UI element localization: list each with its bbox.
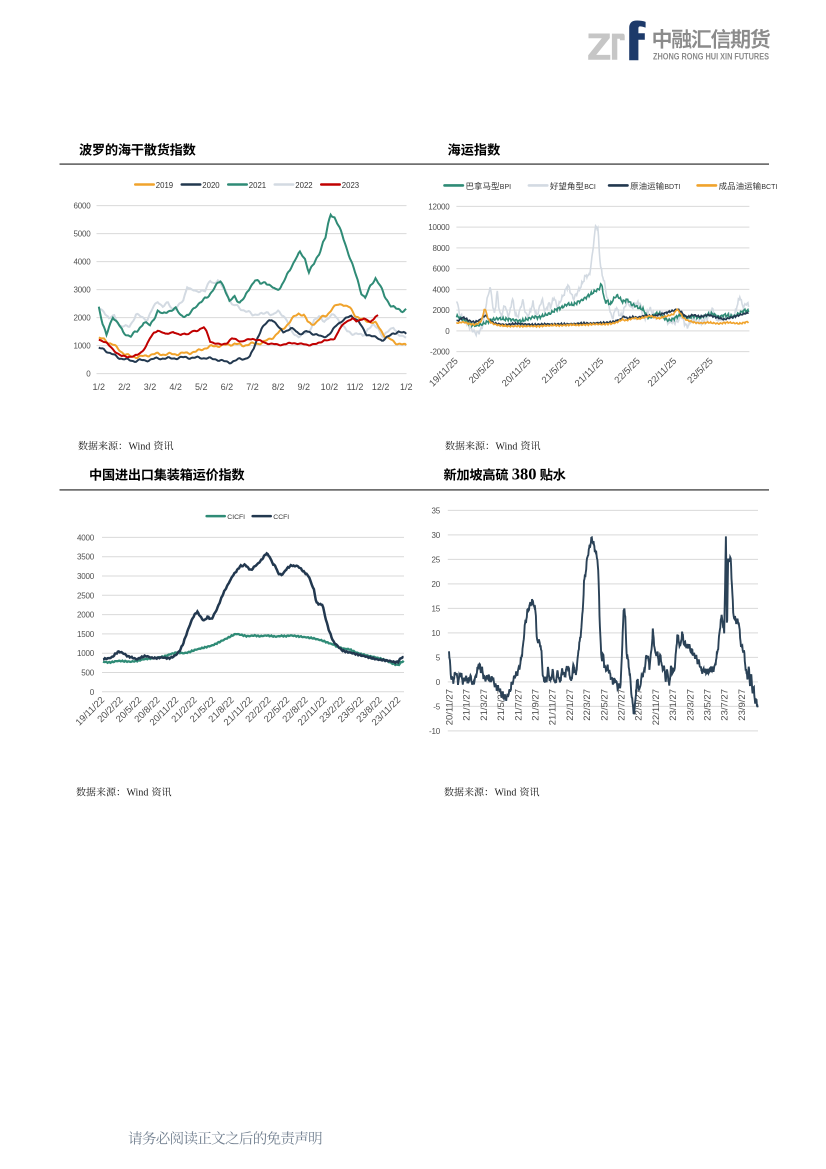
svg-text:380: 380 (512, 465, 537, 484)
svg-text:2023: 2023 (342, 181, 359, 190)
svg-text:5000: 5000 (74, 230, 92, 239)
svg-text:20/5/25: 20/5/25 (467, 356, 497, 386)
svg-text:1500: 1500 (77, 630, 95, 639)
svg-text:1/2: 1/2 (93, 382, 106, 392)
svg-text:22/7/27: 22/7/27 (617, 689, 628, 721)
svg-text:22/5/25: 22/5/25 (613, 356, 643, 386)
svg-text:21/5/25: 21/5/25 (540, 356, 570, 386)
svg-text:22/1/27: 22/1/27 (565, 689, 576, 721)
svg-text:10000: 10000 (428, 223, 450, 232)
svg-text:5: 5 (436, 653, 441, 662)
svg-text:6000: 6000 (433, 265, 451, 274)
svg-text:23/5/25: 23/5/25 (685, 356, 715, 386)
svg-text:7/2: 7/2 (246, 382, 259, 392)
svg-text:4000: 4000 (74, 258, 92, 267)
svg-text:11/2: 11/2 (347, 382, 364, 392)
svg-text:1000: 1000 (74, 342, 92, 351)
svg-text:4000: 4000 (433, 285, 451, 294)
svg-text:-2000: -2000 (430, 348, 450, 357)
svg-text:6000: 6000 (74, 202, 92, 211)
svg-text:2500: 2500 (77, 591, 95, 600)
svg-text:BCTI: BCTI (761, 184, 777, 191)
svg-text:23/3/27: 23/3/27 (685, 689, 696, 721)
svg-text:BCI: BCI (584, 184, 596, 191)
svg-text:23/9/27: 23/9/27 (737, 689, 748, 721)
svg-text:1000: 1000 (77, 649, 95, 658)
svg-text:21/3/27: 21/3/27 (479, 689, 490, 721)
svg-text:22/11/27: 22/11/27 (651, 689, 662, 725)
svg-text:2021: 2021 (249, 181, 266, 190)
svg-text:3000: 3000 (77, 572, 95, 581)
svg-text:2022: 2022 (295, 181, 312, 190)
svg-text:23/5/27: 23/5/27 (703, 689, 714, 721)
svg-text:-10: -10 (429, 727, 441, 736)
svg-text:23/7/27: 23/7/27 (720, 689, 731, 721)
svg-text:6/2: 6/2 (221, 382, 234, 392)
svg-text:12/2: 12/2 (372, 382, 390, 392)
svg-text:30: 30 (432, 531, 441, 540)
svg-text:0: 0 (436, 678, 441, 687)
svg-text:0: 0 (90, 688, 95, 697)
svg-text:22/3/27: 22/3/27 (582, 689, 593, 721)
svg-text:0: 0 (445, 327, 450, 336)
svg-text:19/11/25: 19/11/25 (427, 356, 460, 389)
svg-text:2000: 2000 (77, 611, 95, 620)
svg-text:21/11/25: 21/11/25 (573, 356, 606, 389)
svg-text:4/2: 4/2 (169, 382, 182, 392)
svg-text:22/11/25: 22/11/25 (646, 356, 679, 389)
svg-text:BPI: BPI (500, 184, 511, 191)
svg-text:15: 15 (432, 604, 441, 613)
svg-text:20: 20 (432, 580, 441, 589)
svg-text:500: 500 (81, 669, 94, 678)
svg-text:21/5/27: 21/5/27 (496, 689, 507, 721)
svg-text:22/9/27: 22/9/27 (634, 689, 645, 721)
svg-text:10: 10 (432, 629, 441, 638)
svg-text:2019: 2019 (156, 181, 173, 190)
svg-text:3/2: 3/2 (144, 382, 157, 392)
svg-text:21/1/27: 21/1/27 (462, 689, 473, 721)
svg-text:20/11/25: 20/11/25 (500, 356, 533, 389)
svg-text:8/2: 8/2 (272, 382, 285, 392)
svg-text:2/2: 2/2 (118, 382, 131, 392)
svg-text:9/2: 9/2 (298, 382, 311, 392)
svg-text:BDTI: BDTI (664, 184, 680, 191)
svg-text:CICFI: CICFI (227, 514, 245, 521)
svg-text:12000: 12000 (428, 202, 450, 211)
svg-text:-5: -5 (433, 702, 440, 711)
svg-text:22/5/27: 22/5/27 (599, 689, 610, 721)
svg-text:ZHONG RONG HUI XIN FUTURES: ZHONG RONG HUI XIN FUTURES (653, 51, 769, 62)
svg-text:2020: 2020 (202, 181, 220, 190)
svg-text:25: 25 (432, 555, 441, 564)
svg-text:0: 0 (86, 370, 91, 379)
svg-text:1/2: 1/2 (400, 382, 413, 392)
svg-text:21/11/27: 21/11/27 (548, 689, 559, 725)
svg-text:23/1/27: 23/1/27 (668, 689, 679, 721)
svg-text:2000: 2000 (74, 314, 92, 323)
svg-text:4000: 4000 (77, 533, 95, 542)
svg-text:10/2: 10/2 (321, 382, 339, 392)
svg-text:35: 35 (432, 506, 441, 515)
svg-text:CCFI: CCFI (273, 514, 289, 521)
svg-text:21/7/27: 21/7/27 (513, 689, 524, 721)
svg-text:5/2: 5/2 (195, 382, 208, 392)
svg-text:3500: 3500 (77, 553, 95, 562)
svg-text:8000: 8000 (433, 244, 451, 253)
svg-text:21/9/27: 21/9/27 (531, 689, 542, 721)
svg-text:3000: 3000 (74, 286, 92, 295)
svg-text:2000: 2000 (433, 306, 451, 315)
svg-text:20/11/27: 20/11/27 (445, 689, 456, 725)
